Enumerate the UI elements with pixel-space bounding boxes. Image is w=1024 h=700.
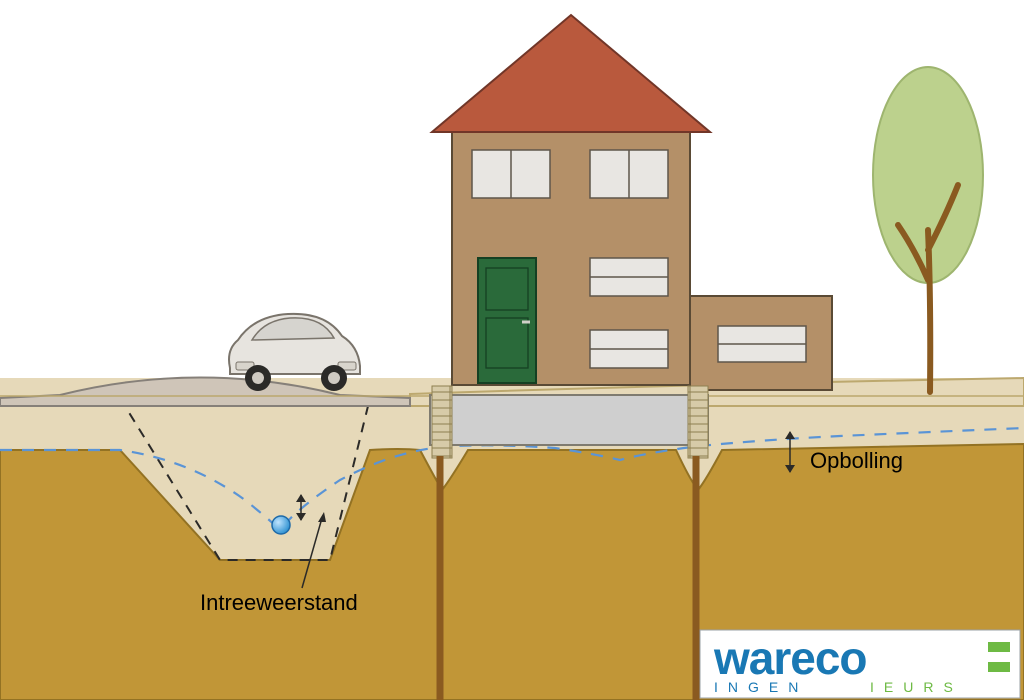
svg-text:Opbolling: Opbolling [810, 448, 903, 473]
groundwater-cross-section: Intreeweerstand Opbolling wareco INGEN I… [0, 0, 1024, 700]
drain-pipe [272, 516, 290, 534]
svg-text:wareco: wareco [713, 632, 867, 684]
svg-text:Intreeweerstand: Intreeweerstand [200, 590, 358, 615]
svg-text:IEURS: IEURS [870, 679, 963, 695]
house-door [478, 258, 536, 383]
svg-text:INGEN: INGEN [714, 679, 808, 695]
house-foundation [430, 395, 708, 445]
tree [873, 67, 983, 392]
wareco-logo: wareco INGEN IEURS [700, 630, 1020, 698]
house-annex [690, 296, 832, 390]
house-roof [432, 15, 710, 132]
